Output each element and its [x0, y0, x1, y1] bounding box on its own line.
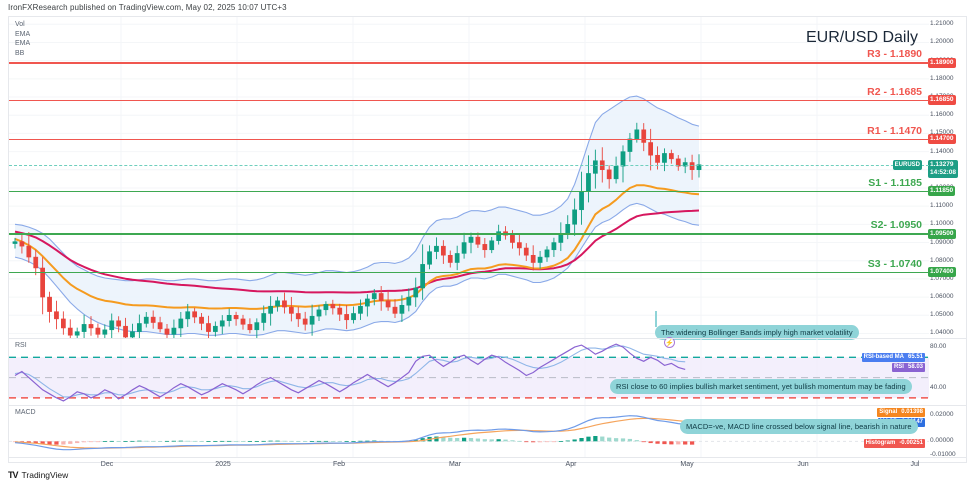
level-label: S2- 1.0950: [870, 219, 922, 232]
rsi-ma-label: RSI-based MA: [861, 353, 906, 362]
annotation-rsi: RSI close to 60 implies bullish market s…: [610, 379, 912, 394]
price-tick-label: 1.07000: [930, 274, 954, 282]
time-axis-label: Jun: [797, 461, 809, 468]
price-tick-label: 1.11000: [930, 202, 954, 210]
price-pane: 1.210001.200001.190001.180001.170001.160…: [9, 17, 966, 348]
price-level-badge: 1.11850: [928, 186, 956, 197]
price-series-svg: [9, 17, 929, 338]
level-label: R2 - 1.1685: [867, 85, 922, 98]
level-label: S1 - 1.1185: [868, 176, 922, 189]
level-line-r1: [9, 138, 929, 141]
last-price-line: [9, 164, 929, 166]
histogram-badge: Histogram -0.00251: [863, 439, 925, 448]
macd-tick-label: -0.01000: [930, 450, 956, 458]
legend-item-vol: Vol: [15, 21, 25, 28]
price-tick-label: 1.10000: [930, 220, 954, 228]
last-price-value: 1.13279: [930, 160, 954, 168]
level-label: S3 - 1.0740: [867, 257, 922, 270]
rsi-tick-label: 40.00: [930, 383, 947, 391]
legend-item-ema2: EMA: [15, 40, 31, 48]
rsi-scale[interactable]: 80.00 40.00: [927, 339, 966, 405]
annotation-macd: MACD=-ve, MACD line crossed below signal…: [680, 419, 918, 434]
symbol-tag: EURUSD: [892, 160, 922, 171]
price-tick-label: 1.04000: [930, 329, 954, 337]
price-tick-label: 1.05000: [930, 311, 954, 319]
publish-header: IronFXResearch published on TradingView.…: [8, 3, 287, 12]
macd-pane-title: MACD: [15, 409, 36, 416]
price-tick-label: 1.21000: [930, 20, 954, 28]
level-line-s1: [9, 190, 929, 193]
rsi-plot-area[interactable]: [9, 339, 929, 405]
price-level-badge: 1.16850: [928, 95, 956, 106]
price-level-badge: 1.14700: [928, 134, 956, 145]
price-tick-label: 1.09000: [930, 238, 954, 246]
last-price-time: 14:52:08: [930, 168, 957, 176]
macd-tick-label: 0.00000: [930, 437, 954, 445]
rsi-label: RSI: [891, 363, 906, 372]
time-axis-label: Jul: [910, 461, 920, 468]
level-line-r2: [9, 99, 929, 102]
time-axis-label: May: [680, 461, 694, 468]
last-price-badge: 1.13279 14:52:08: [928, 159, 959, 178]
rsi-value: 58.03: [905, 363, 925, 372]
histogram-label: Histogram: [863, 439, 898, 448]
chart-frame: 1.210001.200001.190001.180001.170001.160…: [8, 16, 967, 468]
histogram-value: -0.00251: [897, 439, 925, 448]
price-level-badge: 1.09500: [928, 228, 956, 239]
signal-badge: Signal 0.01398: [877, 408, 925, 417]
level-line-r3: [9, 62, 929, 64]
time-axis-label: Dec: [100, 461, 114, 468]
lightning-icon: ⚡: [664, 337, 675, 348]
level-label: R3 - 1.1890: [867, 48, 922, 61]
tradingview-footer: TV TradingView: [8, 470, 68, 480]
price-tick-label: 1.20000: [930, 38, 954, 46]
tradingview-brand: TradingView: [21, 470, 69, 480]
annotation-bollinger: The widening Bollinger Bands imply high …: [655, 325, 859, 340]
price-tick-label: 1.06000: [930, 293, 954, 301]
level-line-s2: [9, 233, 929, 235]
level-label: R1 - 1.1470: [867, 124, 922, 137]
rsi-pane: 80.00 40.00 RSI RSI-based MA 65.51 RSI 58…: [9, 338, 966, 405]
level-line-s3: [9, 271, 929, 273]
tradingview-logo-icon: TV: [8, 470, 18, 480]
price-tick-label: 1.18000: [930, 74, 954, 82]
price-tick-label: 1.14000: [930, 147, 954, 155]
legend-item-ema1: EMA: [15, 30, 31, 38]
page-title: EUR/USD Daily: [805, 29, 918, 46]
rsi-ma-badge: RSI-based MA 65.51: [861, 353, 925, 362]
time-axis-label: Feb: [332, 461, 346, 468]
price-plot-area[interactable]: [9, 17, 929, 338]
signal-label: Signal: [877, 408, 900, 417]
price-tick-label: 1.15000: [930, 129, 954, 137]
price-tick-label: 1.16000: [930, 111, 954, 119]
rsi-tick-label: 80.00: [930, 343, 947, 351]
price-scale[interactable]: 1.210001.200001.190001.180001.170001.160…: [927, 17, 966, 338]
legend-item-bb: BB: [15, 49, 25, 57]
rsi-pane-title: RSI: [15, 342, 27, 349]
rsi-series-svg: [9, 339, 929, 405]
price-tick-label: 1.08000: [930, 256, 954, 264]
time-axis-label: Mar: [448, 461, 462, 468]
macd-plot-area[interactable]: [9, 406, 929, 457]
time-axis-label: Apr: [565, 461, 577, 468]
annotation-bollinger-stem: [655, 311, 657, 327]
rsi-ma-value: 65.51: [905, 353, 925, 362]
time-axis-label: 2025: [215, 461, 231, 468]
macd-tick-label: 0.02000: [930, 410, 954, 418]
indicator-legend: Vol EMA EMA BB: [15, 20, 30, 58]
macd-scale[interactable]: 0.02000 0.00000 -0.01000: [927, 406, 966, 458]
macd-series-svg: [9, 406, 929, 457]
signal-value: 0.01398: [899, 408, 925, 417]
macd-pane: 0.02000 0.00000 -0.01000 MACD Signal 0.013…: [9, 405, 966, 458]
price-level-badge: 1.07400: [928, 267, 956, 278]
time-axis[interactable]: Dec 2025 Feb Mar Apr May Jun Jul: [9, 457, 966, 468]
rsi-badge: RSI 58.03: [891, 363, 925, 372]
price-level-badge: 1.18900: [928, 57, 956, 68]
